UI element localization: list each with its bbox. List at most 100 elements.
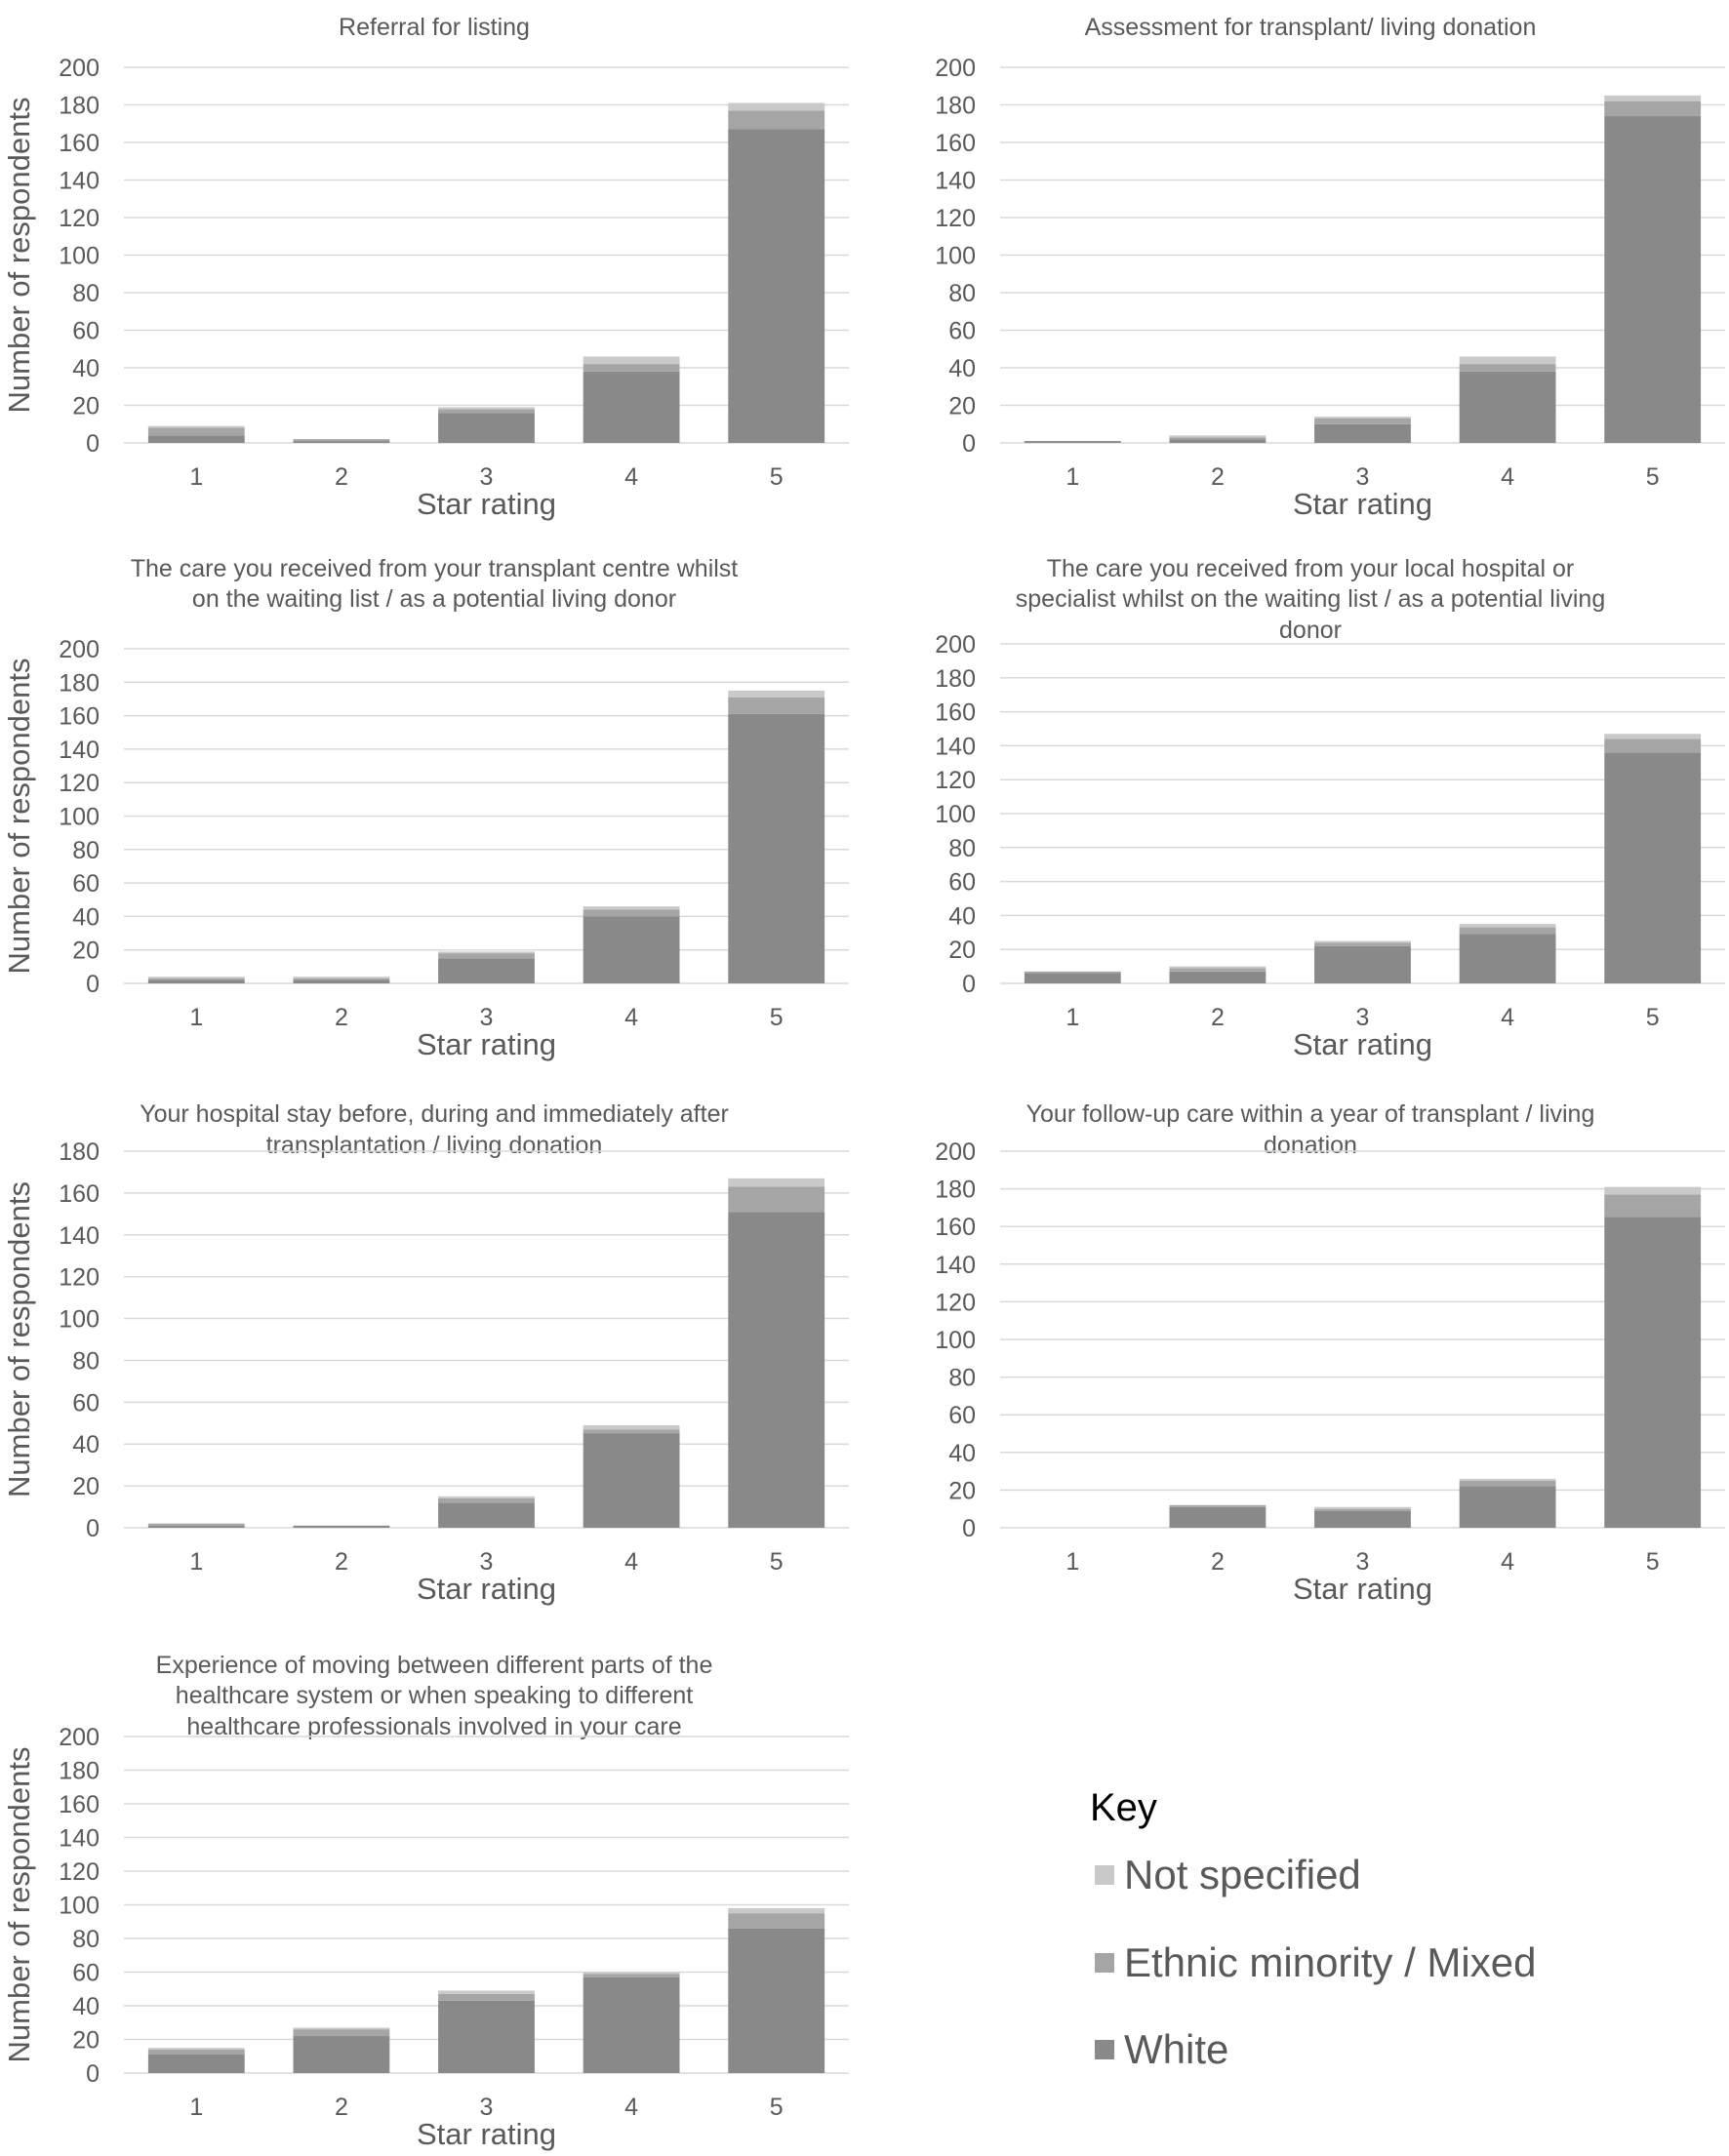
bar-ethnic-minority-mixed-rating-4: [1459, 364, 1556, 372]
x-tick-label: 4: [1501, 1004, 1514, 1031]
bar-not-specified-rating-5: [1604, 734, 1702, 739]
x-tick-label: 4: [624, 1004, 638, 1031]
bar-not-specified-rating-4: [1459, 924, 1556, 928]
x-tick-label: 4: [624, 1548, 638, 1576]
chart-1: Referral for listing 0 20 40 60 80 100 120 140 16…: [2, 14, 849, 521]
legend-title: Key: [1090, 1786, 1157, 1829]
bar-white-rating-2: [1169, 439, 1267, 443]
y-tick-label: 120: [59, 1264, 100, 1292]
bar-white-rating-5: [1604, 116, 1702, 444]
x-axis-label: Star rating: [417, 487, 556, 521]
y-tick-label: 100: [59, 1893, 100, 1920]
y-tick-label: 100: [59, 1306, 100, 1334]
chart-3: The care you received from your transpla…: [2, 555, 849, 1061]
bar-ethnic-minority-mixed-rating-2: [1169, 968, 1267, 972]
chart-title-line: donation: [1264, 1132, 1357, 1159]
y-tick-label: 120: [59, 1858, 100, 1886]
y-tick-label: 40: [72, 355, 100, 382]
x-tick-label: 5: [770, 2094, 784, 2121]
chart-title-line: Your follow-up care within a year of tra…: [1026, 1100, 1595, 1128]
y-tick-label: 20: [72, 393, 100, 420]
x-axis-label: Star rating: [417, 1572, 556, 1606]
y-tick-label: 140: [935, 1252, 976, 1279]
y-tick-label: 160: [59, 1791, 100, 1818]
y-tick-label: 140: [935, 168, 976, 195]
y-tick-label: 20: [72, 938, 100, 965]
bar-white-rating-5: [728, 713, 825, 983]
y-tick-label: 160: [935, 1214, 976, 1241]
bar-ethnic-minority-mixed-rating-4: [1459, 1480, 1556, 1487]
y-tick-label: 200: [59, 55, 100, 82]
y-tick-label: 200: [59, 636, 100, 663]
y-tick-label: 140: [59, 737, 100, 764]
bar-not-specified-rating-5: [728, 690, 825, 698]
bar-white-rating-1: [1024, 973, 1121, 983]
x-tick-label: 3: [480, 463, 494, 491]
bar-ethnic-minority-mixed-rating-2: [1169, 437, 1267, 440]
legend-label-not-specified: Not specified: [1124, 1852, 1361, 1897]
x-tick-label: 2: [1211, 1548, 1225, 1576]
y-tick-label: 120: [935, 205, 976, 232]
bar-white-rating-2: [1169, 1506, 1267, 1528]
bar-ethnic-minority-mixed-rating-3: [438, 1497, 535, 1503]
y-tick-label: 120: [935, 767, 976, 794]
y-tick-label: 40: [948, 1440, 976, 1467]
y-tick-label: 20: [948, 393, 976, 420]
x-axis-label: Star rating: [1293, 1027, 1432, 1061]
x-tick-label: 3: [480, 1548, 494, 1576]
bar-ethnic-minority-mixed-rating-3: [438, 1993, 535, 2001]
bar-white-rating-4: [583, 1433, 680, 1528]
bar-white-rating-2: [293, 441, 390, 443]
y-tick-label: 160: [59, 703, 100, 731]
x-tick-label: 2: [335, 1548, 348, 1576]
y-tick-label: 60: [72, 1960, 100, 1987]
bar-white-rating-3: [438, 1502, 535, 1528]
bar-white-rating-2: [293, 1525, 390, 1528]
x-tick-label: 5: [1646, 1548, 1660, 1576]
bar-white-rating-3: [1314, 423, 1411, 443]
bar-ethnic-minority-mixed-rating-4: [583, 1974, 680, 1977]
bar-not-specified-rating-4: [1459, 356, 1556, 365]
bar-ethnic-minority-mixed-rating-4: [1459, 927, 1556, 935]
chart-title-line: The care you received from your local ho…: [1047, 555, 1575, 582]
legend: Key Not specified Ethnic minority / Mixe…: [1090, 1786, 1536, 2072]
y-tick-label: 0: [86, 971, 100, 998]
y-tick-label: 80: [72, 837, 100, 864]
bar-not-specified-rating-1: [147, 2048, 245, 2050]
bar-white-rating-2: [293, 2036, 390, 2073]
y-tick-label: 180: [935, 1177, 976, 1204]
legend-label-white: White: [1124, 2026, 1228, 2072]
x-tick-label: 4: [1501, 1548, 1514, 1576]
x-tick-label: 3: [480, 2094, 494, 2121]
bar-ethnic-minority-mixed-rating-2: [293, 978, 390, 980]
bar-white-rating-5: [728, 129, 825, 443]
y-tick-label: 180: [59, 1758, 100, 1785]
x-tick-label: 4: [624, 2094, 638, 2121]
y-tick-label: 60: [948, 318, 976, 345]
x-tick-label: 5: [770, 1004, 784, 1031]
y-tick-label: 100: [59, 243, 100, 270]
x-tick-label: 4: [624, 463, 638, 491]
bar-not-specified-rating-2: [1169, 966, 1267, 969]
y-tick-label: 200: [935, 55, 976, 82]
bar-not-specified-rating-4: [583, 906, 680, 910]
legend-swatch-not-specified: [1095, 1865, 1114, 1885]
bar-ethnic-minority-mixed-rating-3: [1314, 418, 1411, 424]
bar-white-rating-1: [147, 435, 245, 443]
bar-ethnic-minority-mixed-rating-2: [293, 2029, 390, 2037]
bar-ethnic-minority-mixed-rating-3: [1314, 1508, 1411, 1511]
x-tick-label: 2: [335, 463, 348, 491]
x-tick-label: 1: [189, 1004, 203, 1031]
y-tick-label: 200: [59, 1724, 100, 1751]
y-tick-label: 80: [72, 280, 100, 307]
x-tick-label: 1: [189, 1548, 203, 1576]
x-tick-label: 3: [1356, 1004, 1370, 1031]
y-tick-label: 60: [948, 869, 976, 897]
x-tick-label: 5: [770, 463, 784, 491]
bar-white-rating-4: [583, 371, 680, 443]
bar-white-rating-4: [583, 1976, 680, 2073]
bar-ethnic-minority-mixed-rating-2: [293, 439, 390, 442]
y-tick-label: 160: [59, 1180, 100, 1208]
y-tick-label: 160: [59, 130, 100, 157]
